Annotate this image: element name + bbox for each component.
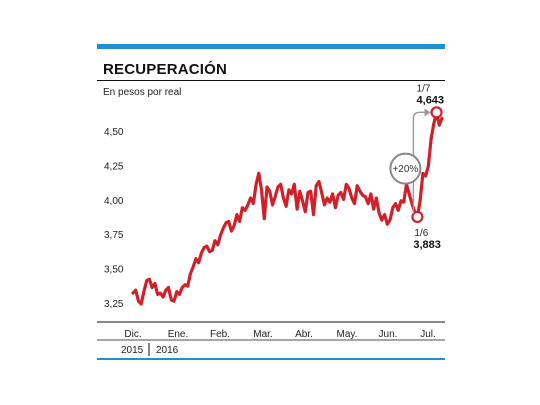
year-label: 2016 — [156, 345, 179, 356]
low-date-label: 1/6 — [414, 228, 428, 239]
y-tick-label: 3,50 — [104, 265, 124, 276]
title-divider — [97, 80, 445, 81]
x-tick-label: Abr. — [295, 329, 313, 340]
change-arrowhead — [424, 108, 431, 117]
y-tick-label: 4,25 — [104, 161, 124, 172]
change-label: +20% — [392, 164, 418, 175]
change-bracket — [412, 111, 425, 214]
year-label: 2015 — [121, 345, 144, 356]
high-point-marker — [430, 106, 443, 119]
high-value-label: 4,643 — [417, 94, 445, 106]
year-axis: 2015 2016 — [97, 339, 445, 360]
x-axis: Dic. Ene. Feb. Mar. Abr. May. Jun. Jul. — [97, 321, 445, 340]
top-accent-bar — [97, 44, 445, 49]
high-date-label: 1/7 — [417, 83, 431, 94]
y-tick-label: 4,50 — [104, 127, 124, 138]
y-tick-label: 3,25 — [104, 299, 124, 310]
y-axis-ticks: 4,50 4,25 4,00 3,75 3,50 3,25 — [104, 127, 124, 310]
chart-subtitle: En pesos por real — [103, 87, 182, 98]
x-tick-label: Ene. — [168, 329, 189, 340]
chart-title: RECUPERACIÓN — [103, 61, 228, 78]
annotations: 1/63,883 1/74,643 +20% — [389, 83, 445, 251]
x-tick-label: Feb. — [210, 329, 230, 340]
series-line — [131, 110, 444, 306]
change-badge — [389, 152, 422, 185]
y-tick-label: 4,00 — [104, 196, 124, 207]
x-tick-label: Jul. — [420, 329, 436, 340]
x-tick-label: Jun. — [379, 329, 398, 340]
low-value-label: 3,883 — [413, 239, 441, 251]
plot-area — [131, 110, 444, 306]
low-point-marker — [411, 210, 424, 223]
y-tick-label: 3,75 — [104, 230, 124, 241]
x-tick-label: May. — [337, 329, 358, 340]
x-tick-label: Mar. — [253, 329, 272, 340]
x-tick-label: Dic. — [124, 329, 141, 340]
